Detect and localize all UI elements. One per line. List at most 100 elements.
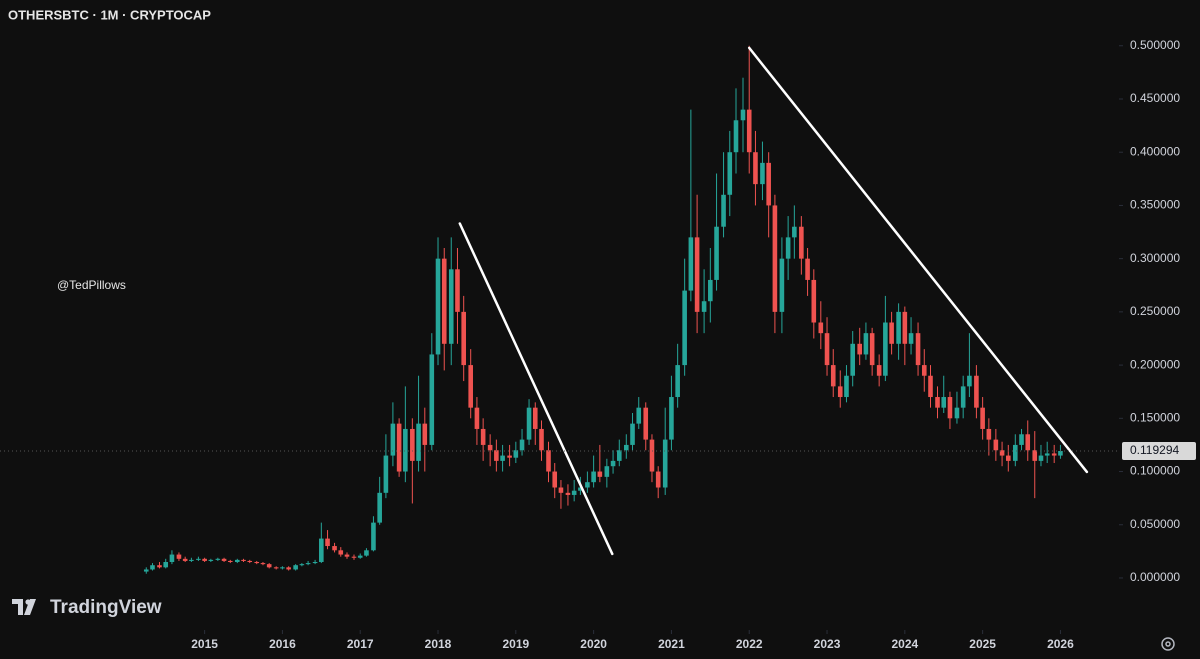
candle-body — [558, 487, 564, 493]
candle-body — [513, 450, 519, 458]
candle-body — [630, 423, 635, 445]
candle-body — [403, 428, 408, 472]
candle-body — [565, 492, 571, 495]
x-tick-label: 2020 — [580, 637, 607, 651]
candle-body — [760, 162, 765, 185]
candle-body — [377, 492, 382, 523]
candle-body — [247, 560, 253, 563]
x-tick-label: 2023 — [814, 637, 841, 651]
candle-body — [422, 423, 428, 445]
candle-body — [319, 538, 324, 563]
candle-body — [532, 407, 538, 429]
x-tick-label: 2021 — [658, 637, 685, 651]
candle-body — [896, 311, 901, 344]
candle-body — [818, 322, 824, 334]
candle-body — [954, 407, 960, 419]
candle-body — [662, 439, 668, 488]
candle-body — [675, 365, 680, 398]
candle-body — [163, 562, 169, 568]
candle-body — [889, 322, 894, 344]
candle-body — [364, 550, 369, 556]
candle-body — [610, 460, 616, 467]
candle-body — [682, 290, 687, 366]
candle-body — [344, 554, 350, 557]
candle-body — [623, 444, 629, 451]
candle-body — [766, 162, 771, 206]
y-tick-label: 0.450000 — [1130, 91, 1180, 105]
candle-body — [578, 487, 583, 491]
candle-body — [196, 558, 201, 560]
candle-body — [883, 322, 888, 376]
gear-center[interactable] — [1165, 641, 1171, 647]
candle-body — [1058, 450, 1063, 456]
candle-body — [844, 375, 849, 398]
candle-body — [746, 109, 752, 153]
candle-body — [480, 428, 486, 445]
y-tick-label: 0.150000 — [1130, 410, 1180, 424]
x-tick-label: 2018 — [425, 637, 452, 651]
candle-body — [500, 455, 505, 461]
candle-body — [202, 558, 207, 561]
candle-body — [487, 444, 493, 451]
candle-body — [338, 550, 344, 555]
candle-body — [494, 450, 499, 461]
candle-body — [604, 466, 610, 477]
candle-body — [1038, 455, 1044, 461]
gear[interactable] — [1161, 637, 1175, 651]
candle-body — [241, 559, 246, 561]
candle-body — [1019, 434, 1024, 445]
candle-body — [908, 333, 914, 344]
candle-body — [655, 471, 661, 488]
candle-body — [286, 567, 291, 570]
y-tick-label: 0.200000 — [1130, 357, 1180, 371]
candle-body — [1025, 434, 1031, 451]
candle-body — [688, 237, 694, 291]
candle-body — [701, 301, 707, 312]
x-tick-label: 2026 — [1047, 637, 1074, 651]
candle-body — [733, 120, 739, 153]
settings-icon[interactable] — [1161, 637, 1175, 651]
candle-body — [293, 565, 298, 570]
candle-body — [947, 397, 953, 419]
x-tick-label: 2016 — [269, 637, 296, 651]
candle-body — [143, 569, 149, 572]
brand-name: TradingView — [50, 597, 162, 618]
candle-body — [785, 237, 791, 259]
candle-body — [474, 407, 480, 429]
candle-body — [357, 555, 363, 558]
x-tick-label: 2019 — [502, 637, 529, 651]
plot-area — [143, 45, 1063, 574]
trendline — [458, 222, 614, 556]
candle-body — [1006, 455, 1011, 461]
candle-body — [169, 554, 175, 563]
candle-body — [519, 439, 525, 451]
candle-body — [993, 439, 999, 451]
candle-body — [305, 563, 311, 565]
candle-body — [1044, 453, 1050, 456]
candle-body — [299, 564, 305, 566]
candle-body — [227, 560, 233, 563]
candle-body — [837, 386, 843, 398]
candle-body — [902, 311, 908, 344]
candle-body — [234, 559, 240, 563]
candle-body — [591, 471, 596, 483]
candle-body — [157, 565, 162, 568]
trendline — [747, 46, 1089, 474]
candle-body — [1013, 444, 1018, 461]
candle-body — [325, 538, 330, 547]
candle-body — [636, 407, 642, 424]
x-tick-label: 2015 — [191, 637, 218, 651]
candle-body — [182, 558, 188, 561]
chart-title: OTHERSBTC · 1M · CRYPTOCAP — [8, 7, 211, 22]
candle-body — [850, 343, 855, 376]
y-tick-label: 0.500000 — [1130, 38, 1180, 52]
candle-body — [383, 455, 389, 493]
candle-body — [571, 490, 577, 495]
candle-body — [779, 258, 785, 312]
candle-body — [416, 423, 421, 461]
candle-body — [694, 237, 700, 312]
logo-dot — [25, 599, 31, 605]
candle-body — [1051, 453, 1057, 456]
candle-body — [215, 558, 221, 560]
